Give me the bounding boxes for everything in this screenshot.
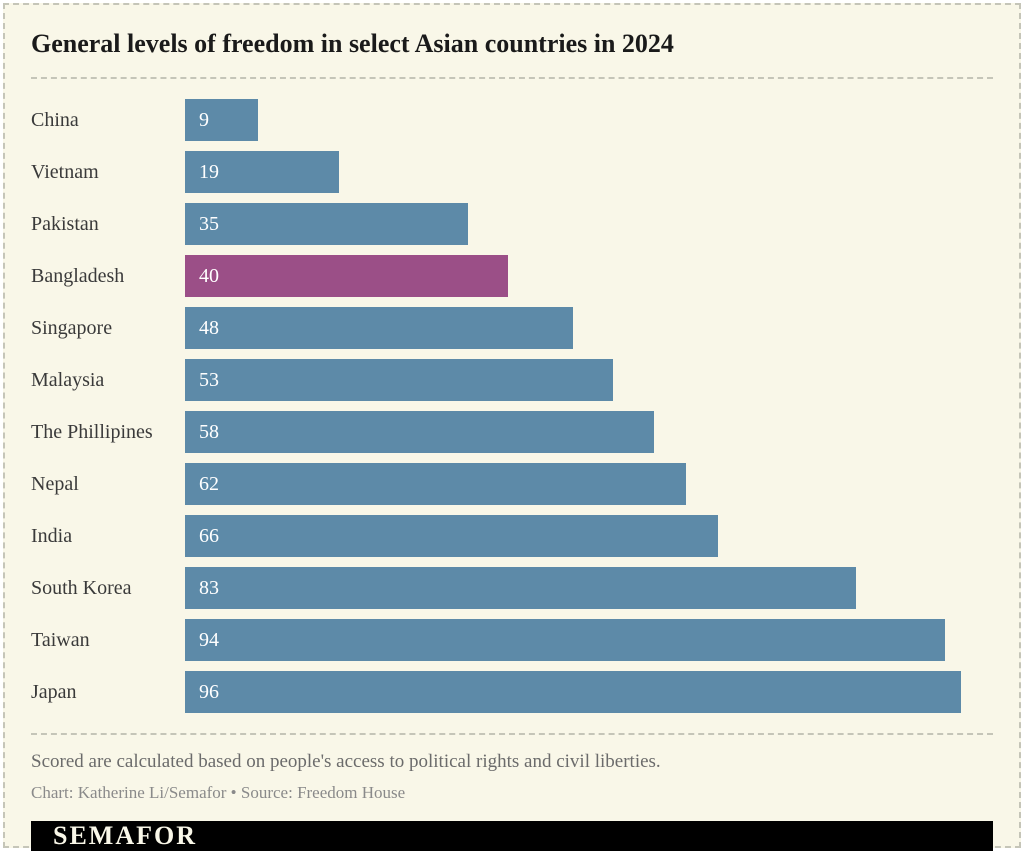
bar-track: 35: [185, 203, 993, 245]
bar-label: Singapore: [31, 317, 185, 340]
bar-track: 48: [185, 307, 993, 349]
chart-title: General levels of freedom in select Asia…: [31, 29, 993, 79]
bar-track: 53: [185, 359, 993, 401]
bar-row: Nepal 62: [31, 463, 993, 505]
bar-value: 19: [199, 161, 219, 184]
bar-label: Nepal: [31, 473, 185, 496]
bar: 94: [185, 619, 945, 661]
bar-row: Pakistan 35: [31, 203, 993, 245]
bar-row: Japan 96: [31, 671, 993, 713]
bar-track: 9: [185, 99, 993, 141]
bar: 53: [185, 359, 613, 401]
bar-row: South Korea 83: [31, 567, 993, 609]
bar-track: 19: [185, 151, 993, 193]
bar-track: 96: [185, 671, 993, 713]
bar-label: Japan: [31, 681, 185, 704]
bar: 48: [185, 307, 573, 349]
bar-label: South Korea: [31, 577, 185, 600]
chart-credit: Chart: Katherine Li/Semafor • Source: Fr…: [31, 783, 993, 803]
bar-value: 83: [199, 577, 219, 600]
bar-label: India: [31, 525, 185, 548]
bar-value: 58: [199, 421, 219, 444]
bar-row: Singapore 48: [31, 307, 993, 349]
bar-track: 62: [185, 463, 993, 505]
bar-value: 62: [199, 473, 219, 496]
bar-value: 66: [199, 525, 219, 548]
bar-label: Vietnam: [31, 161, 185, 184]
bar-value: 48: [199, 317, 219, 340]
bar-label: Pakistan: [31, 213, 185, 236]
bar-value: 9: [199, 109, 209, 132]
bar-track: 58: [185, 411, 993, 453]
bar-track: 40: [185, 255, 993, 297]
bar: 96: [185, 671, 961, 713]
bar-row: Taiwan 94: [31, 619, 993, 661]
bar-label: The Phillipines: [31, 421, 185, 444]
bar-track: 66: [185, 515, 993, 557]
bar-value: 35: [199, 213, 219, 236]
chart-area: China 9 Vietnam 19 Pakistan 35 Bangladesh 40 Sin…: [31, 99, 993, 735]
bar: 40: [185, 255, 508, 297]
bar-label: Bangladesh: [31, 265, 185, 288]
bar: 19: [185, 151, 339, 193]
bar-label: Malaysia: [31, 369, 185, 392]
bar: 35: [185, 203, 468, 245]
bar-row: China 9: [31, 99, 993, 141]
bar: 62: [185, 463, 686, 505]
bar: 66: [185, 515, 718, 557]
chart-container: General levels of freedom in select Asia…: [3, 3, 1021, 848]
bar: 9: [185, 99, 258, 141]
bar-row: Vietnam 19: [31, 151, 993, 193]
bar-value: 40: [199, 265, 219, 288]
bar-row: India 66: [31, 515, 993, 557]
bar-row: Bangladesh 40: [31, 255, 993, 297]
bar-label: Taiwan: [31, 629, 185, 652]
bar: 58: [185, 411, 654, 453]
bar-track: 83: [185, 567, 993, 609]
chart-footnote: Scored are calculated based on people's …: [31, 751, 993, 773]
bar-label: China: [31, 109, 185, 132]
bar-value: 94: [199, 629, 219, 652]
bar-row: Malaysia 53: [31, 359, 993, 401]
bar-track: 94: [185, 619, 993, 661]
brand-bar: SEMAFOR: [31, 821, 993, 851]
bar-row: The Phillipines 58: [31, 411, 993, 453]
bar: 83: [185, 567, 856, 609]
brand-text: SEMAFOR: [53, 821, 197, 851]
bar-value: 53: [199, 369, 219, 392]
bar-value: 96: [199, 681, 219, 704]
